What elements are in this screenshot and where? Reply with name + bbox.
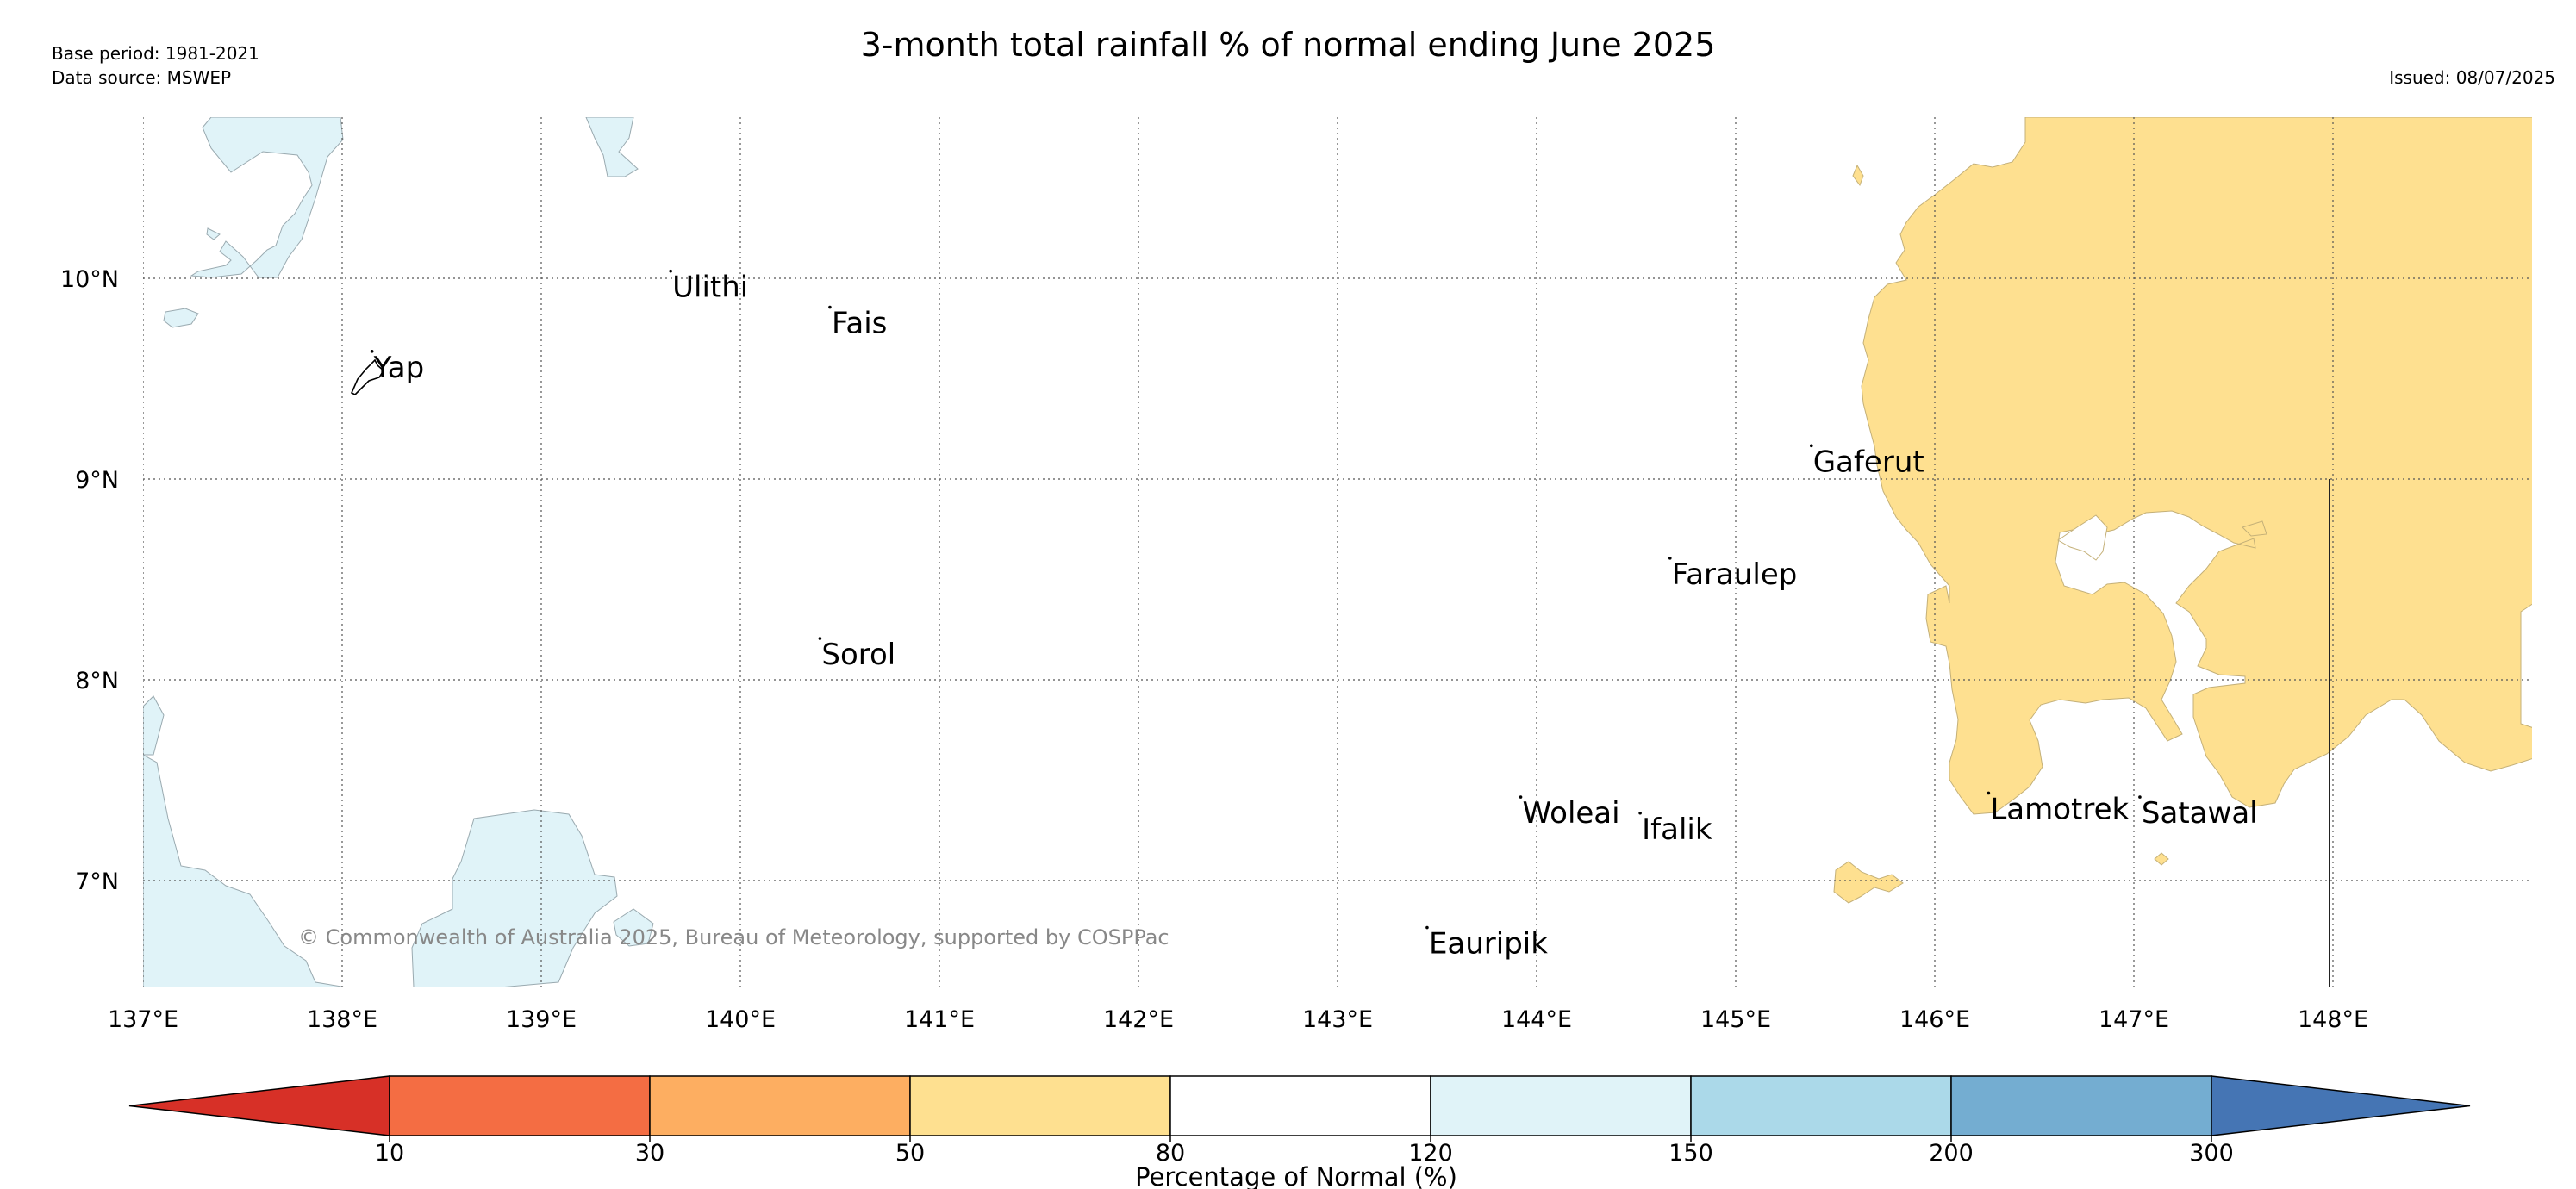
map-plot-area: Yap Ulithi Fais Sorol Gaferut Faraulep Woleai I… [143,117,2532,987]
place-label: Yap [373,351,425,385]
legend-tick-labels: 10 30 50 80 120 150 200 300 [375,1136,2234,1167]
place-marker [818,637,822,640]
legend-colorbar [128,1075,2471,1136]
latitude-tick-label: 7°N [75,868,119,895]
longitude-tick-label: 142°E [1103,1006,1174,1033]
longitude-tick-label: 147°E [2099,1006,2169,1033]
copyright-notice: © Commonwealth of Australia 2025, Bureau… [298,925,1169,949]
legend-bin [1690,1075,1952,1136]
place-label: Eauripik [1429,927,1548,962]
place-marker [669,269,672,273]
legend-tick-label: 120 [1408,1140,1453,1167]
longitude-tick-label: 139°E [506,1006,577,1033]
issued-date-label: Issued: 08/07/2025 [2389,67,2555,88]
legend-tick-label: 300 [2189,1140,2234,1167]
place-marker [1638,811,1642,815]
legend-bin [1169,1075,1431,1136]
legend-tick-label: 150 [1668,1140,1713,1167]
place-marker [1809,444,1813,448]
latitude-tick-labels: 10°N 9°N 8°N 7°N [60,266,119,895]
legend-tick-label: 80 [1156,1140,1185,1167]
place-label: Fais [832,307,887,341]
longitude-tick-labels: 137°E 138°E 139°E 140°E 141°E 142°E 143°E 144°E… [108,1006,2368,1033]
place-marker [2138,795,2142,799]
place-marker [828,305,832,309]
place-label: Gaferut [1813,445,1924,479]
place-marker [1987,791,1991,795]
yap-island-outline [350,358,385,395]
longitude-tick-label: 148°E [2298,1006,2368,1033]
legend-bin [1430,1075,1692,1136]
legend-bin-extend-high [2211,1075,2471,1136]
legend-bin [389,1075,651,1136]
place-label: Lamotrek [1990,792,2129,826]
base-period-label: Base period: 1981-2021 [52,43,259,64]
above-normal-regions [143,117,654,987]
place-marker [1519,795,1523,799]
longitude-tick-label: 145°E [1700,1006,1771,1033]
place-labels: Yap Ulithi Fais Sorol Gaferut Faraulep Woleai I… [370,269,2258,962]
legend-tick-label: 200 [1929,1140,1974,1167]
legend-tick-label: 10 [375,1140,404,1167]
longitude-tick-label: 137°E [108,1006,178,1033]
latitude-tick-label: 8°N [75,668,119,694]
longitude-tick-label: 144°E [1501,1006,1572,1033]
longitude-tick-label: 146°E [1899,1006,1970,1033]
legend-tick-label: 50 [895,1140,925,1167]
longitude-tick-label: 143°E [1302,1006,1373,1033]
legend-bin [909,1075,1171,1136]
longitude-tick-label: 140°E [705,1006,776,1033]
legend-bin [1950,1075,2212,1136]
legend-tick-label: 30 [635,1140,664,1167]
place-label: Satawal [2142,796,2258,831]
legend-title: Percentage of Normal (%) [1135,1162,1457,1189]
place-label: Woleai [1523,796,1620,831]
map-title: 3-month total rainfall % of normal endin… [860,26,1716,64]
legend-bin [649,1075,911,1136]
longitude-tick-label: 141°E [904,1006,975,1033]
place-label: Ifalik [1642,812,1712,847]
below-normal-region [1833,117,2532,904]
gridlines [143,117,2532,987]
place-marker [1668,557,1672,560]
place-label: Faraulep [1672,557,1798,592]
place-marker [1425,925,1429,930]
legend-bin-extend-low [128,1075,390,1136]
place-marker [370,350,374,353]
latitude-tick-label: 9°N [75,467,119,494]
latitude-tick-label: 10°N [60,266,119,293]
longitude-tick-label: 138°E [307,1006,377,1033]
place-label: Sorol [821,638,895,672]
data-source-label: Data source: MSWEP [52,67,232,88]
place-label: Ulithi [672,271,748,305]
